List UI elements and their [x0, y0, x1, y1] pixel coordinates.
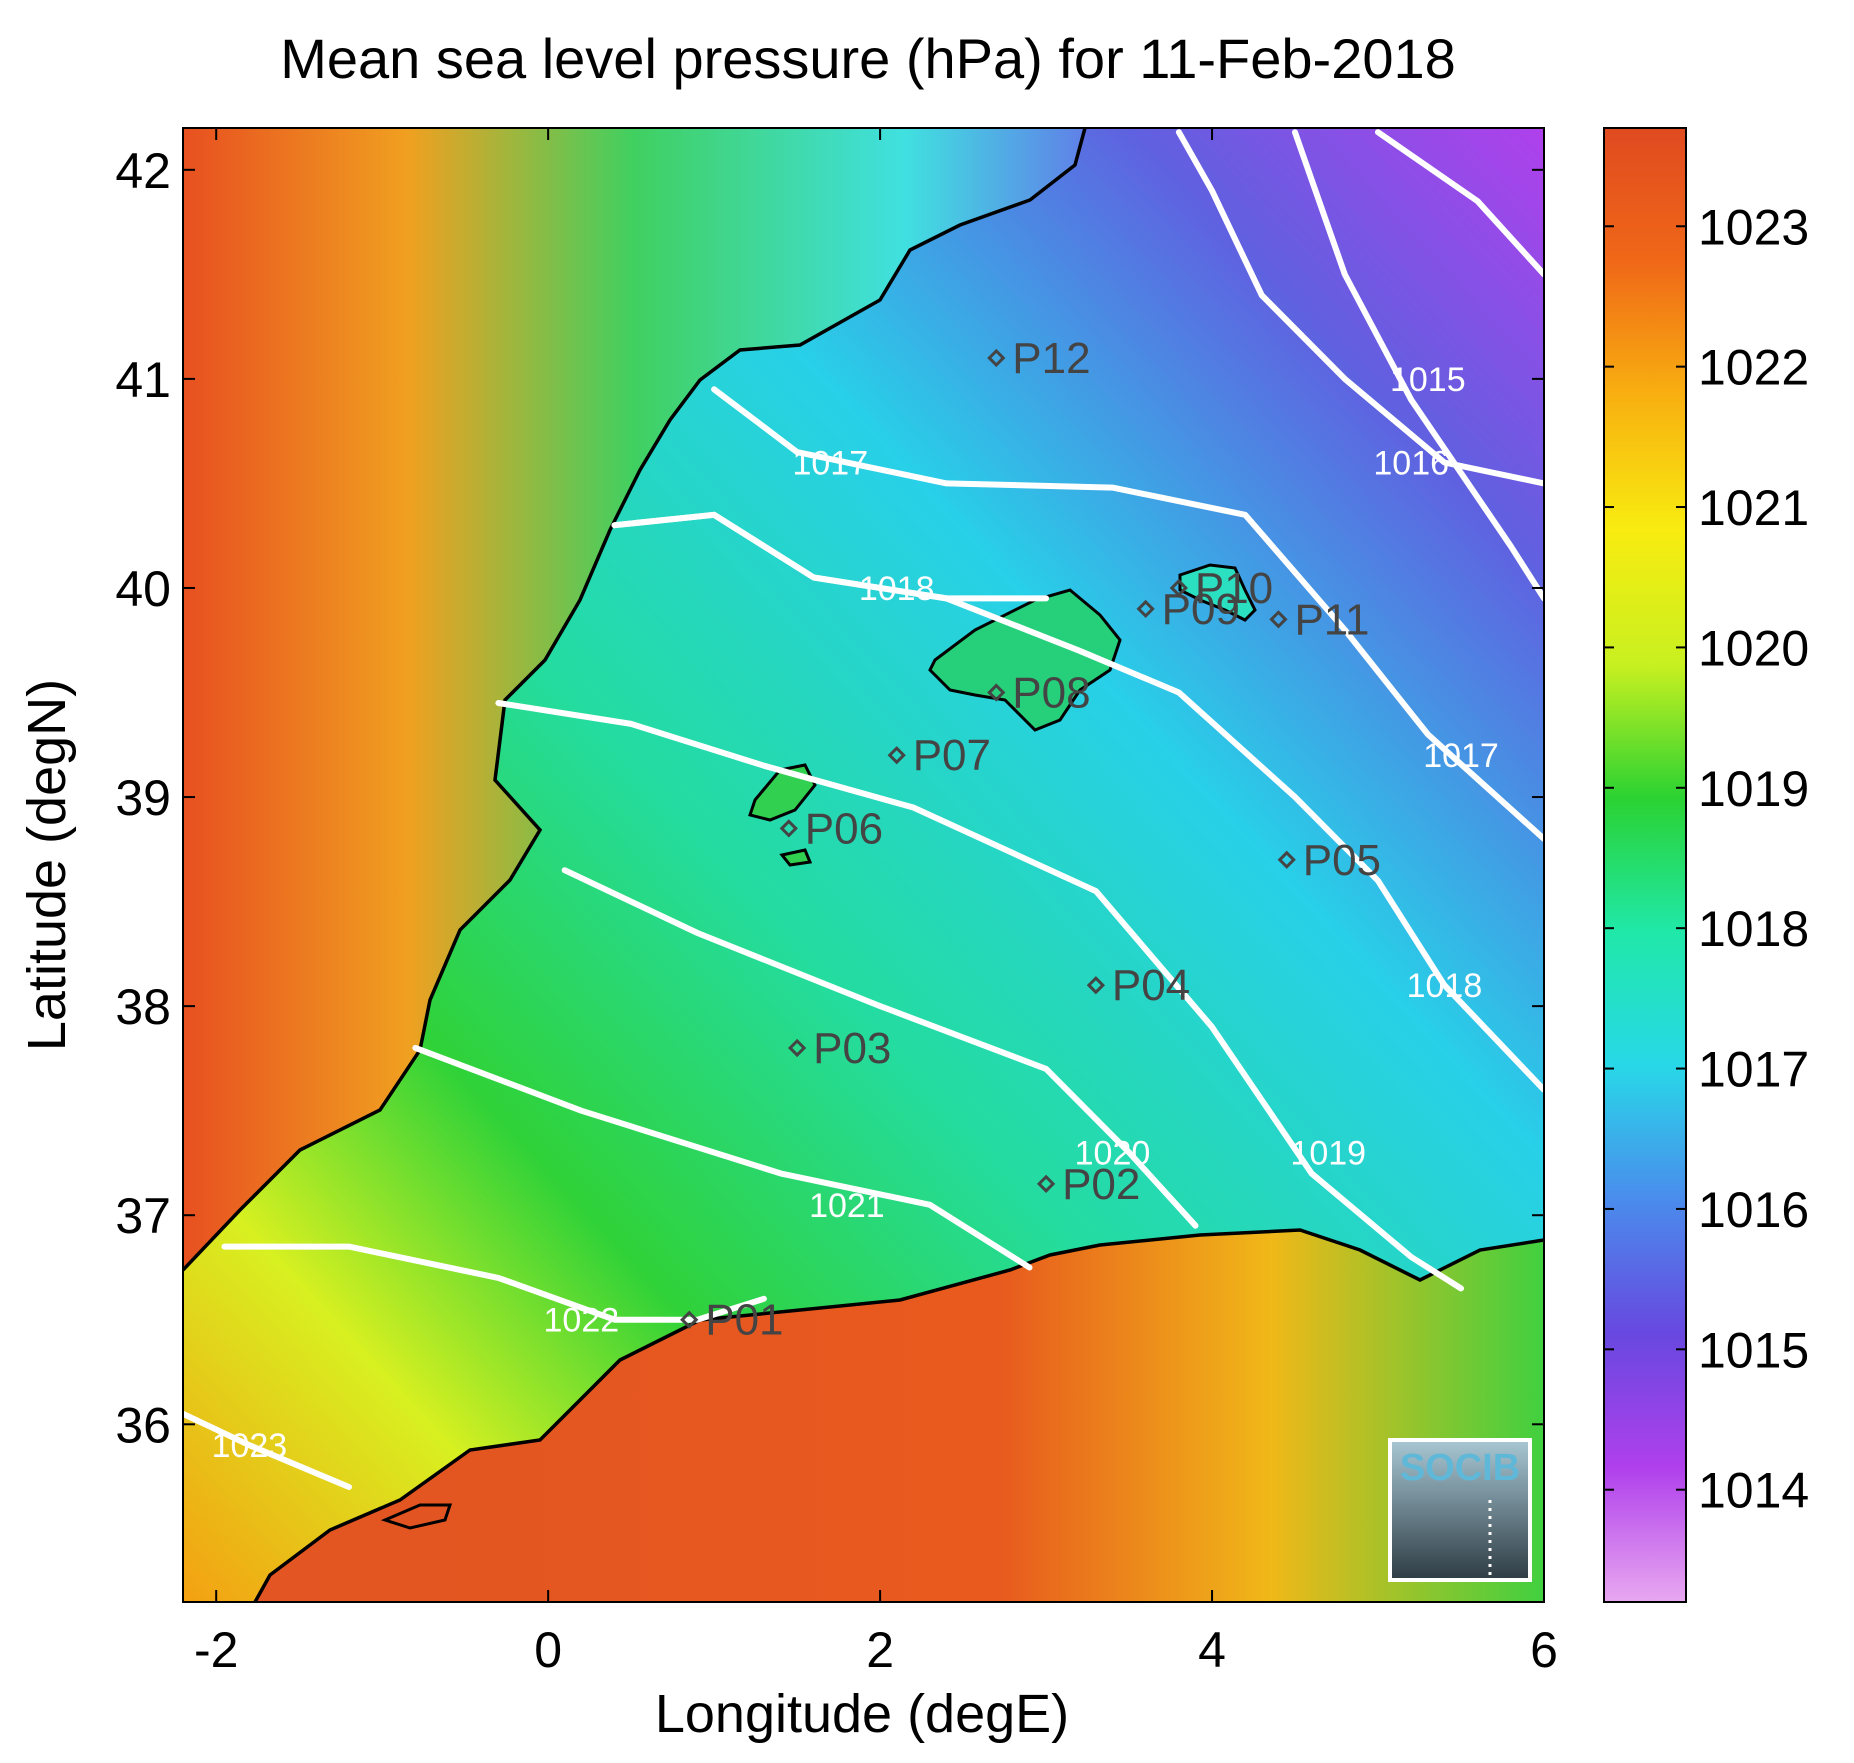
- station-marker: [887, 746, 906, 765]
- station-marker: [987, 348, 1006, 368]
- colorbar-tick-label: 1020: [1698, 620, 1809, 676]
- colorbar-tick-label: 1022: [1698, 340, 1809, 396]
- isobar-label: 1021: [809, 1187, 885, 1225]
- station-marker: [1136, 599, 1155, 619]
- isobar-line: [1292, 129, 1544, 602]
- logo-background: [1388, 1438, 1532, 1582]
- station-marker: [1036, 1174, 1056, 1193]
- isobar-label: 1019: [1290, 1134, 1366, 1172]
- station-label: P12: [1012, 334, 1090, 383]
- station-marker: [987, 683, 1006, 702]
- station-marker: [1086, 976, 1105, 995]
- land-iberia: [183, 128, 1085, 1270]
- isobar-line: [495, 700, 1464, 1292]
- isobar-label: 1018: [859, 570, 935, 608]
- station-marker: [787, 1038, 807, 1058]
- isobar-line: [183, 1410, 352, 1490]
- island-formentera: [779, 848, 813, 867]
- x-tick-label: 2: [866, 1622, 894, 1678]
- colorbar-tick-label: 1019: [1698, 761, 1809, 817]
- station-label: P04: [1112, 961, 1190, 1010]
- colorbar-ticks: 1014 1015 1016 1017 1018 1019 1020 1021 1022 1023: [1604, 199, 1809, 1519]
- station-label: P02: [1062, 1160, 1140, 1209]
- x-tick-label: 0: [534, 1622, 562, 1678]
- station-label: P06: [805, 804, 883, 853]
- x-axis: -2 0 2 4 6: [194, 128, 1558, 1678]
- y-tick-label: 39: [115, 770, 171, 826]
- figure-title: Mean sea level pressure (hPa) for 11-Feb…: [280, 27, 1456, 90]
- logo-text: SOCIB: [1400, 1447, 1520, 1489]
- station-label: P01: [705, 1296, 783, 1345]
- y-axis: 36 37 38 39 40 41 42: [115, 143, 1544, 1453]
- isobar-label: 1018: [1407, 967, 1483, 1005]
- isobar-label: 1017: [1423, 737, 1499, 775]
- isobar-line: [221, 1243, 767, 1323]
- y-tick-label: 40: [115, 561, 171, 617]
- station-label: P05: [1303, 836, 1381, 885]
- isobar-label: 1016: [1373, 445, 1449, 483]
- x-axis-label: Longitude (degE): [655, 1684, 1069, 1744]
- station-marker: [1269, 610, 1288, 629]
- isobar-line: [561, 867, 1199, 1229]
- colorbar-tick-label: 1017: [1698, 1042, 1809, 1098]
- x-tick-label: 6: [1530, 1622, 1558, 1678]
- y-axis-label: Latitude (degN): [17, 679, 77, 1051]
- y-tick-label: 38: [115, 979, 171, 1035]
- land-north-africa: [183, 1230, 1544, 1602]
- colorbar-tick-label: 1014: [1698, 1463, 1809, 1519]
- y-tick-label: 41: [115, 352, 171, 408]
- station-label: P08: [1012, 669, 1090, 718]
- isobar-line: [1375, 129, 1544, 278]
- station-label: P07: [913, 731, 991, 780]
- colorbar: [1603, 127, 1687, 1603]
- isobar-label: 1017: [792, 445, 868, 483]
- isobar-line: [711, 386, 1544, 842]
- isobar-label: 1023: [212, 1427, 288, 1465]
- x-tick-label: -2: [194, 1622, 238, 1678]
- coastline-africa: [253, 1228, 1544, 1602]
- y-tick-label: 42: [115, 143, 171, 199]
- island-alboran: [380, 1503, 453, 1530]
- station-marker: [1277, 850, 1296, 869]
- isobar-line: [412, 1044, 1033, 1271]
- station-marker: [1169, 578, 1188, 598]
- colorbar-tick-label: 1018: [1698, 901, 1809, 957]
- colorbar-tick-label: 1016: [1698, 1182, 1809, 1238]
- station-label: P10: [1195, 564, 1273, 613]
- station-marker: [779, 819, 798, 838]
- colorbar-tick-label: 1023: [1698, 199, 1809, 255]
- station-label: P11: [1294, 595, 1369, 644]
- isobar-label: 1022: [544, 1302, 620, 1340]
- isobar-label: 1020: [1075, 1134, 1151, 1172]
- map-plot-area: 1015101610171017101810181019102010211022…: [183, 128, 1544, 1602]
- station-label: P03: [813, 1024, 891, 1073]
- y-tick-label: 36: [115, 1397, 171, 1453]
- colorbar-tick-label: 1021: [1698, 480, 1809, 536]
- x-tick-label: 4: [1198, 1622, 1226, 1678]
- y-tick-label: 37: [115, 1188, 171, 1244]
- isobar-line: [1175, 129, 1544, 487]
- station-label: P09: [1162, 585, 1240, 634]
- plot-frame: [182, 127, 1545, 1603]
- contour-layer: 1015101610171017101810181019102010211022…: [183, 129, 1544, 1490]
- island-menorca: [1178, 563, 1257, 622]
- isobar-line: [611, 511, 1050, 602]
- colorbar-tick-label: 1015: [1698, 1322, 1809, 1378]
- station-marker: [680, 1310, 699, 1329]
- socib-logo: SOCIB: [1388, 1438, 1532, 1582]
